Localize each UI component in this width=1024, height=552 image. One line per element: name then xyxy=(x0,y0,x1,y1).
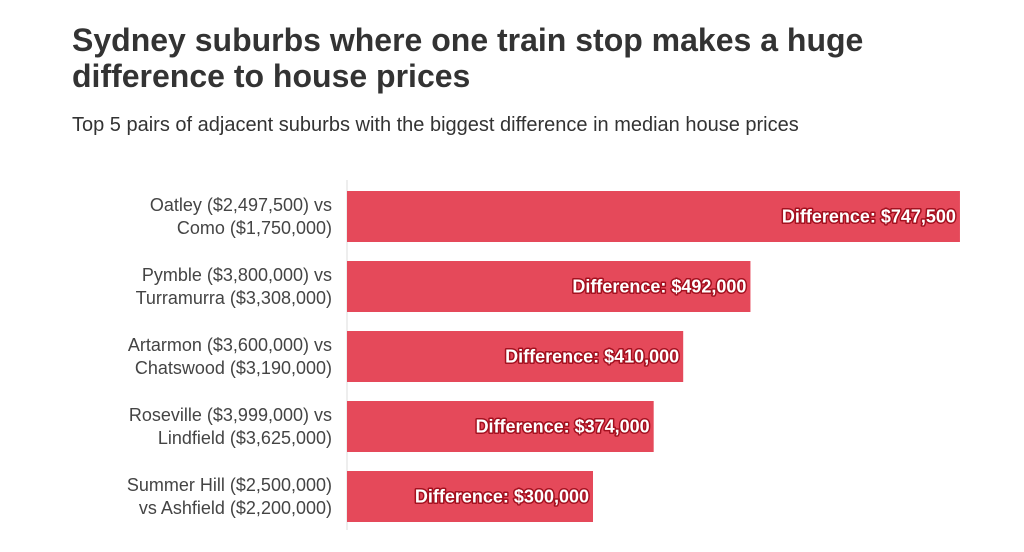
value-label: Difference: $374,000 xyxy=(476,416,650,436)
category-label: Pymble ($3,800,000) vs Turramurra ($3,30… xyxy=(135,264,332,308)
bar xyxy=(347,471,593,522)
chart-title: Sydney suburbs where one train stop make… xyxy=(72,22,864,94)
chart-subtitle: Top 5 pairs of adjacent suburbs with the… xyxy=(72,114,799,136)
category-label: Artarmon ($3,600,000) vs Chatswood ($3,1… xyxy=(127,334,332,378)
category-label: Oatley ($2,497,500) vs Como ($1,750,000) xyxy=(149,194,332,238)
bar xyxy=(347,191,960,242)
value-label: Difference: $492,000 xyxy=(572,276,746,296)
value-label: Difference: $300,000 xyxy=(415,486,589,506)
bar xyxy=(347,261,751,312)
category-label: Summer Hill ($2,500,000) vs Ashfield ($2… xyxy=(126,474,332,518)
value-label: Difference: $410,000 xyxy=(505,346,679,366)
bar xyxy=(347,331,684,382)
value-label: Difference: $747,500 xyxy=(782,206,956,226)
bar xyxy=(347,401,654,452)
category-label: Roseville ($3,999,000) vs Lindfield ($3,… xyxy=(128,404,332,448)
